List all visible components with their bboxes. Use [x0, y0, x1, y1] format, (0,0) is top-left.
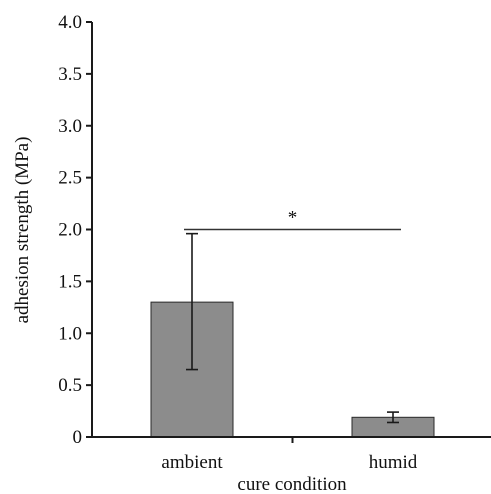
y-tick-label: 2.0 — [58, 220, 82, 241]
x-axis-ticks: ambient humid — [161, 437, 418, 473]
significance-annotation: * — [184, 208, 401, 231]
y-tick-label: 4.0 — [58, 12, 82, 33]
y-tick-label: 3.0 — [58, 116, 82, 137]
x-tick-label-ambient: ambient — [161, 452, 223, 473]
y-axis-title: adhesion strength (MPa) — [12, 137, 33, 324]
y-tick-label: 1.5 — [58, 271, 82, 292]
y-tick-label: 3.5 — [58, 64, 82, 85]
error-bars-group — [186, 232, 399, 424]
y-tick-label: 0.5 — [58, 375, 82, 396]
y-tick-label: 1.0 — [58, 323, 82, 344]
x-axis-title: cure condition — [237, 474, 347, 494]
significance-marker: * — [288, 208, 298, 229]
y-axis-ticks: 0 0.5 1.0 1.5 2.0 2.5 3.0 3.5 4.0 — [58, 12, 92, 448]
x-tick-label-humid: humid — [369, 452, 418, 473]
y-tick-label: 0 — [73, 427, 83, 448]
y-tick-label: 2.5 — [58, 168, 82, 189]
